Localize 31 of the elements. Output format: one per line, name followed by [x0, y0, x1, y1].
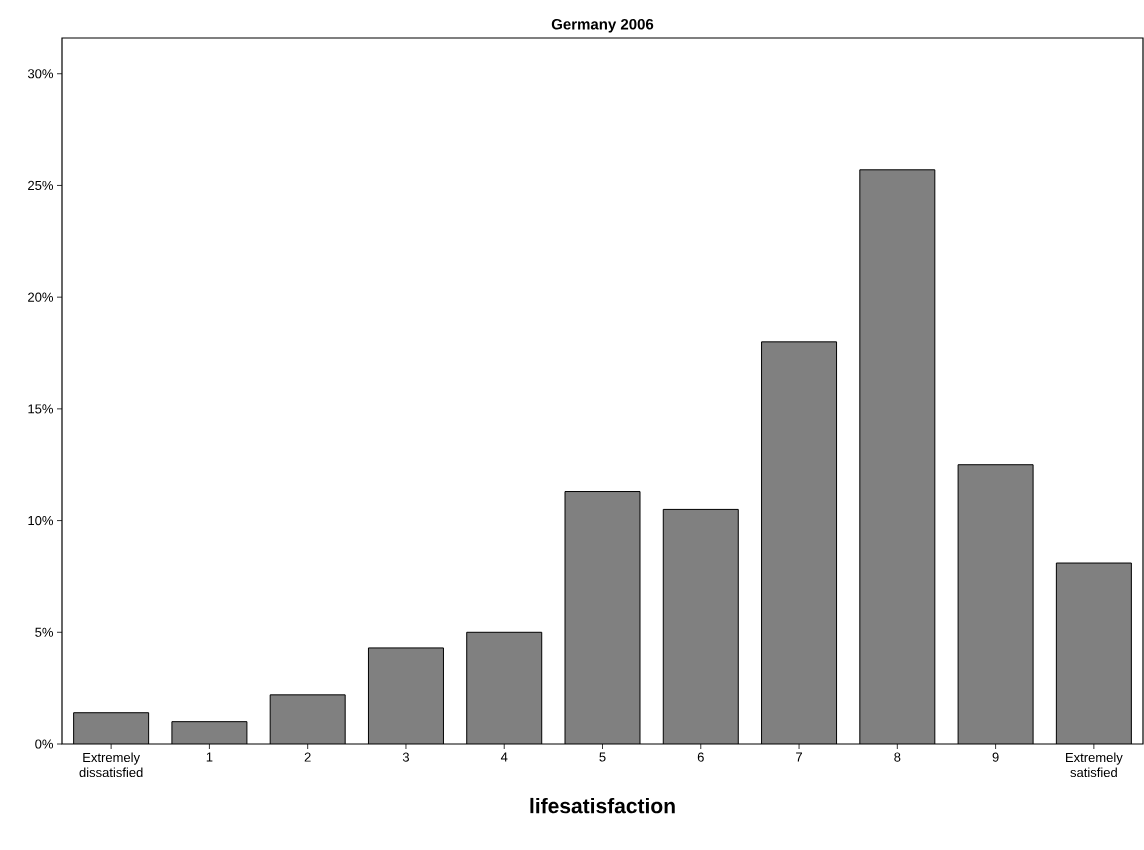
x-tick-label: Extremely satisfied	[1066, 752, 1123, 778]
bar	[171, 721, 247, 744]
y-tick-label: 0%	[35, 739, 54, 749]
x-tick-label: Extremely dissatisfied	[79, 752, 143, 778]
x-tick-label: 4	[500, 752, 508, 762]
x-tick-label: 9	[992, 752, 999, 762]
bar	[565, 491, 640, 744]
bar	[270, 694, 346, 744]
y-tick-label: 5%	[35, 627, 54, 637]
x-tick-label: 7	[796, 752, 803, 762]
bar	[958, 464, 1034, 744]
bar	[1055, 562, 1132, 744]
x-tick-label: 1	[206, 752, 213, 762]
y-tick-label: 25%	[28, 180, 54, 191]
x-tick-label: 5	[599, 752, 606, 762]
chart-title: Germany 2006	[551, 18, 654, 33]
bar	[859, 169, 935, 744]
x-tick-label: 8	[894, 752, 901, 762]
y-tick-label: 15%	[28, 404, 54, 414]
y-tick-label: 30%	[27, 69, 54, 79]
bar	[761, 341, 837, 744]
x-axis-title: lifesatisfaction	[530, 797, 675, 814]
x-tick-label: 3	[402, 752, 409, 762]
bar	[466, 632, 542, 744]
x-tick-label: 6	[697, 752, 704, 762]
y-tick-label: 20%	[28, 292, 54, 302]
bar	[73, 712, 149, 744]
y-tick-label: 10%	[28, 515, 54, 526]
bar	[663, 509, 739, 744]
x-tick-label: 2	[304, 752, 311, 762]
bar	[368, 647, 444, 744]
